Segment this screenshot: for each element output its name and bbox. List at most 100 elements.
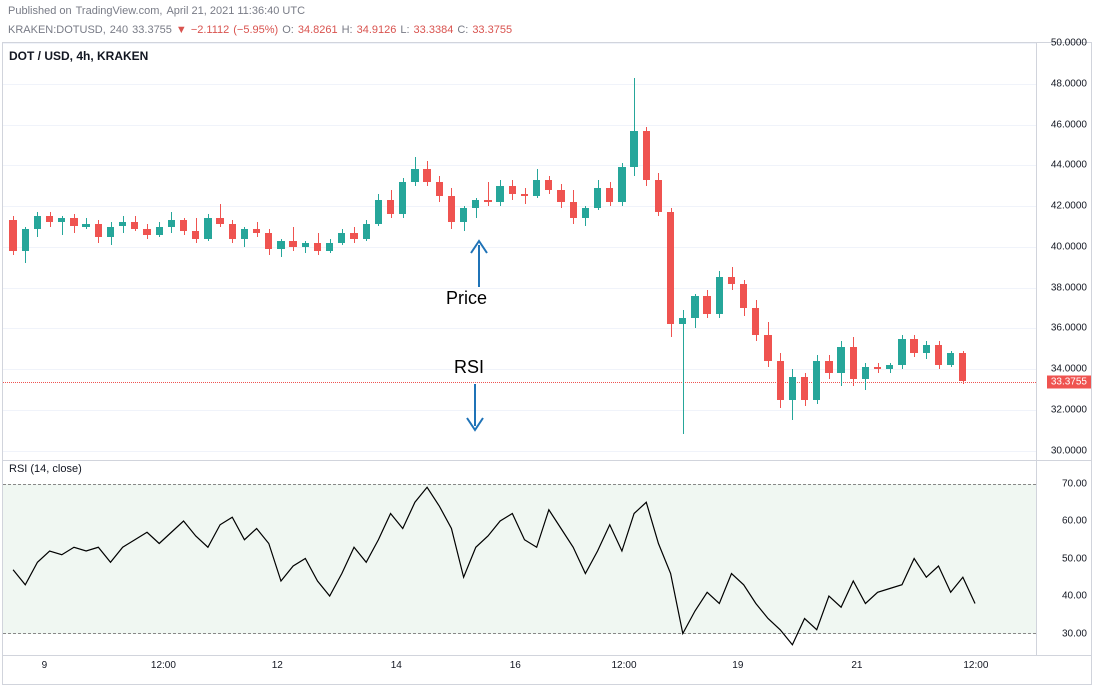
candle	[874, 367, 881, 369]
price-y-label: 40.0000	[1051, 241, 1087, 252]
time-axis-label: 14	[391, 660, 402, 671]
site-name: TradingView.com,	[76, 5, 163, 17]
candle	[168, 220, 175, 226]
candle	[180, 220, 187, 230]
candle	[70, 218, 77, 226]
time-axis-label: 16	[510, 660, 521, 671]
candle	[216, 218, 223, 224]
candle	[143, 229, 150, 235]
candle	[886, 365, 893, 369]
candle	[58, 218, 65, 222]
candle	[630, 131, 637, 168]
rsi-y-label: 60.00	[1062, 516, 1087, 527]
price-annotation: Price	[446, 288, 487, 309]
l-value: 33.3384	[414, 24, 454, 36]
ticker-interval: 240	[110, 24, 128, 36]
candle	[777, 361, 784, 400]
rsi-y-label: 40.00	[1062, 591, 1087, 602]
candle	[156, 227, 163, 235]
candle	[448, 196, 455, 223]
publish-datetime: April 21, 2021 11:36:40 UTC	[166, 5, 305, 17]
rsi-y-label: 50.00	[1062, 553, 1087, 564]
candle	[314, 243, 321, 251]
candle	[192, 231, 199, 239]
candle	[496, 186, 503, 202]
candle	[46, 216, 53, 222]
rsi-y-label: 30.00	[1062, 628, 1087, 639]
price-y-axis: 30.000032.000034.000036.000038.000040.00…	[1036, 43, 1091, 460]
rsi-annotation: RSI	[454, 357, 484, 378]
candle	[910, 339, 917, 353]
time-axis-label: 12:00	[151, 660, 176, 671]
candle	[34, 216, 41, 228]
rsi-pane[interactable]: RSI (14, close) 30.0040.0050.0060.0070.0…	[3, 461, 1091, 656]
up-arrow-icon	[466, 237, 492, 289]
price-y-label: 36.0000	[1051, 323, 1087, 334]
candle	[399, 182, 406, 215]
candle	[472, 200, 479, 208]
candle	[959, 353, 966, 382]
candle	[460, 208, 467, 222]
candle	[898, 339, 905, 366]
time-axis-label: 12	[272, 660, 283, 671]
candle	[752, 308, 759, 335]
candle	[789, 377, 796, 399]
h-value: 34.9126	[357, 24, 397, 36]
price-y-label: 30.0000	[1051, 445, 1087, 456]
candle	[862, 367, 869, 379]
publish-header: Published on TradingView.com, April 21, …	[0, 0, 1094, 22]
published-prefix: Published on	[8, 5, 72, 17]
time-axis-label: 12:00	[611, 660, 636, 671]
candle	[204, 218, 211, 238]
last-price-marker: 33.3755	[1047, 375, 1091, 388]
ticker-change-pct: (−5.95%)	[233, 24, 278, 36]
o-value: 34.8261	[298, 24, 338, 36]
candle	[837, 347, 844, 374]
candle	[643, 131, 650, 180]
candle	[277, 241, 284, 249]
candle	[825, 361, 832, 373]
rsi-y-label: 70.00	[1062, 478, 1087, 489]
candle	[375, 200, 382, 224]
chart-container[interactable]: DOT / USD, 4h, KRAKEN 30.000032.000034.0…	[2, 42, 1092, 685]
candle	[557, 190, 564, 202]
rsi-plot-area[interactable]	[3, 461, 1036, 655]
candle	[521, 194, 528, 196]
candle	[509, 186, 516, 194]
candle	[82, 224, 89, 226]
candle	[801, 377, 808, 399]
price-plot-area[interactable]	[3, 43, 1036, 460]
price-y-label: 48.0000	[1051, 78, 1087, 89]
candle	[253, 229, 260, 233]
time-axis-label: 21	[851, 660, 862, 671]
candle	[764, 335, 771, 362]
candle	[716, 277, 723, 314]
h-label: H:	[342, 24, 353, 36]
down-arrow-icon	[462, 382, 488, 434]
candle	[22, 229, 29, 251]
time-axis: 912:0012141612:00192112:00	[3, 656, 1091, 684]
candle	[107, 227, 114, 237]
o-label: O:	[282, 24, 294, 36]
candle	[423, 169, 430, 181]
ticker-symbol: KRAKEN:DOTUSD,	[8, 24, 106, 36]
candle	[703, 296, 710, 314]
chart-title: DOT / USD, 4h, KRAKEN	[9, 49, 148, 63]
candle	[119, 222, 126, 226]
ticker-change: −2.1112	[191, 24, 229, 36]
candle	[850, 347, 857, 380]
candle	[265, 233, 272, 249]
candle	[131, 222, 138, 228]
time-axis-label: 19	[732, 660, 743, 671]
candle	[618, 167, 625, 202]
candle	[594, 188, 601, 208]
candle	[947, 353, 954, 365]
l-label: L:	[400, 24, 409, 36]
candle	[289, 241, 296, 247]
time-axis-label: 9	[42, 660, 48, 671]
candle	[95, 224, 102, 236]
candle	[533, 180, 540, 196]
ticker-last: 33.3755	[132, 24, 172, 36]
price-pane[interactable]: DOT / USD, 4h, KRAKEN 30.000032.000034.0…	[3, 43, 1091, 461]
price-y-label: 32.0000	[1051, 405, 1087, 416]
